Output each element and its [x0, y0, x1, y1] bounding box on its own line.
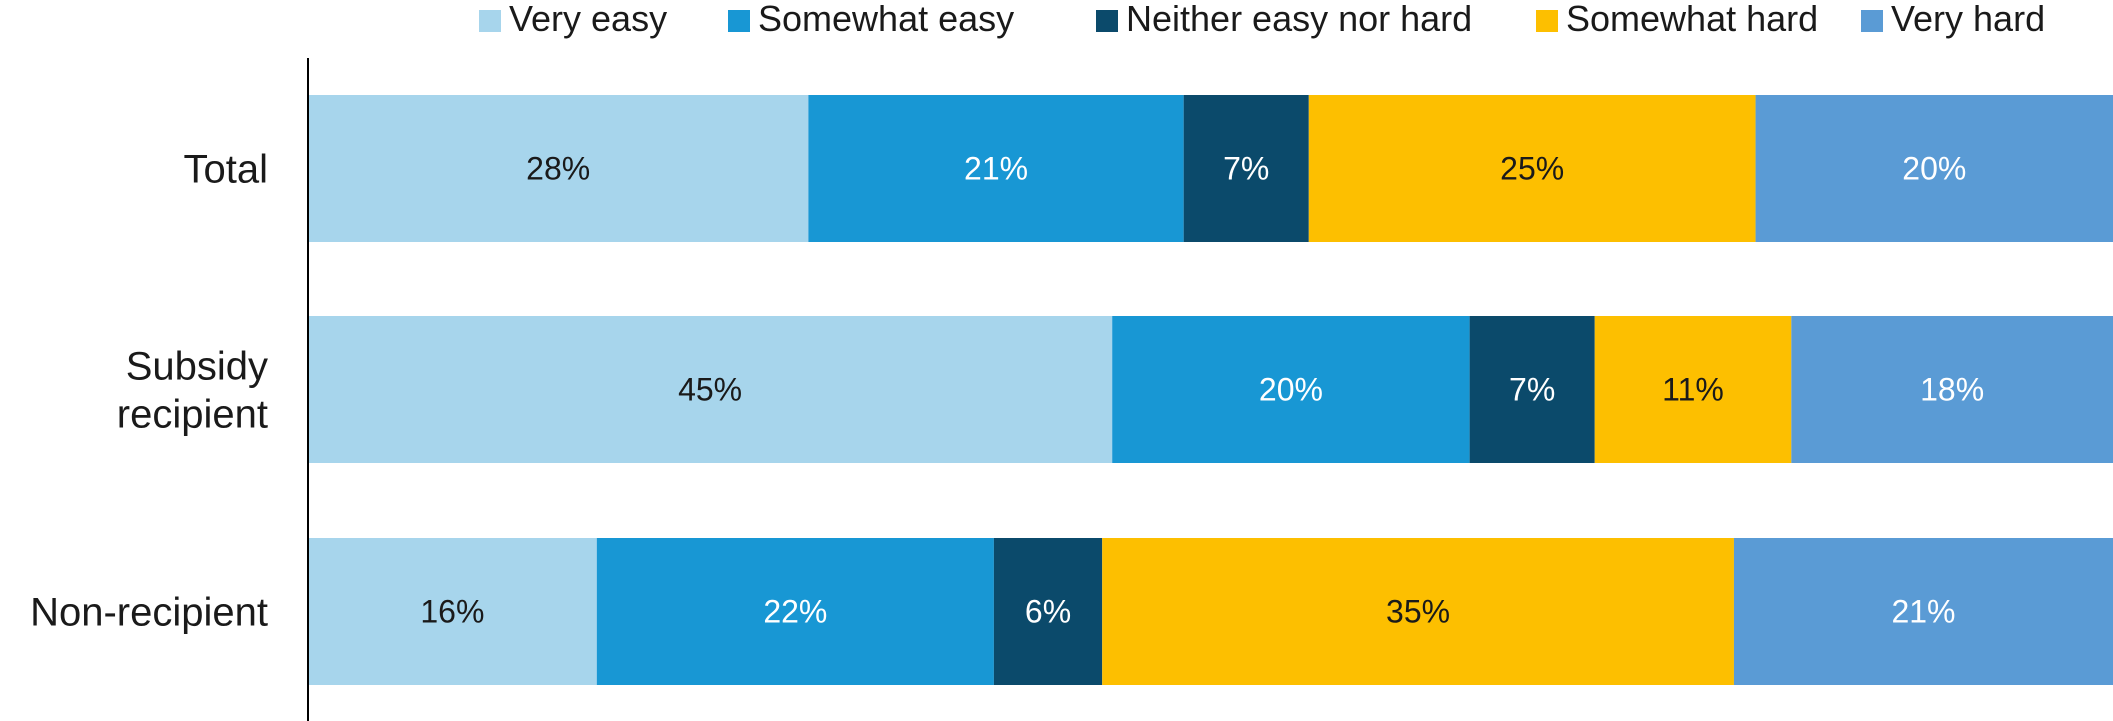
bar-subsidy-recipient-somewhat-hard: [1594, 316, 1792, 463]
data-label-non-recipient-very-easy: 16%: [420, 594, 484, 630]
bar-non-recipient-neither-easy-nor-hard: [993, 538, 1103, 685]
bar-total-somewhat-hard: [1308, 95, 1756, 242]
bar-total-neither-easy-nor-hard: [1183, 95, 1309, 242]
data-label-subsidy-recipient-neither-easy-nor-hard: 7%: [1509, 372, 1555, 408]
data-label-subsidy-recipient-somewhat-easy: 20%: [1259, 372, 1323, 408]
data-label-non-recipient-very-hard: 21%: [1891, 594, 1955, 630]
bar-non-recipient-somewhat-easy: [596, 538, 994, 685]
legend-label-very-easy: Very easy: [509, 0, 667, 39]
bar-subsidy-recipient-very-easy: [308, 316, 1113, 463]
data-label-non-recipient-neither-easy-nor-hard: 6%: [1025, 594, 1071, 630]
data-label-subsidy-recipient-very-hard: 18%: [1920, 372, 1984, 408]
legend-label-very-hard: Very hard: [1891, 0, 2045, 39]
category-label-subsidy-recipient: Subsidy recipient: [117, 345, 268, 437]
legend-swatch-somewhat-hard: [1536, 10, 1558, 32]
bar-non-recipient-very-easy: [308, 538, 597, 685]
bar-non-recipient-somewhat-hard: [1102, 538, 1734, 685]
data-label-total-very-easy: 28%: [526, 151, 590, 187]
bar-subsidy-recipient-somewhat-easy: [1112, 316, 1470, 463]
legend-swatch-neither-easy-nor-hard: [1096, 10, 1118, 32]
category-label-total: Total: [184, 148, 269, 192]
data-label-non-recipient-somewhat-hard: 35%: [1386, 594, 1450, 630]
bar-total-very-hard: [1755, 95, 2113, 242]
legend-label-neither-easy-nor-hard: Neither easy nor hard: [1126, 0, 1472, 39]
data-label-total-very-hard: 20%: [1902, 151, 1966, 187]
data-label-total-somewhat-hard: 25%: [1500, 151, 1564, 187]
bar-non-recipient-very-hard: [1733, 538, 2113, 685]
bar-total-somewhat-easy: [808, 95, 1184, 242]
data-label-total-neither-easy-nor-hard: 7%: [1223, 151, 1269, 187]
data-label-total-somewhat-easy: 21%: [964, 151, 1028, 187]
legend-label-somewhat-hard: Somewhat hard: [1566, 0, 1818, 39]
data-label-subsidy-recipient-somewhat-hard: 11%: [1662, 372, 1724, 408]
bar-total-very-easy: [308, 95, 809, 242]
plot-area: 28% 21% 7% 25% 20% 45% 20% 7% 11% 18% 16% 22% 6% 35% 2…: [308, 95, 2113, 685]
data-label-non-recipient-somewhat-easy: 22%: [763, 594, 827, 630]
legend-label-somewhat-easy: Somewhat easy: [758, 0, 1014, 39]
bar-subsidy-recipient-neither-easy-nor-hard: [1469, 316, 1595, 463]
legend-swatch-very-easy: [479, 10, 501, 32]
legend-swatch-very-hard: [1861, 10, 1883, 32]
bar-subsidy-recipient-very-hard: [1791, 316, 2113, 463]
legend-swatch-somewhat-easy: [728, 10, 750, 32]
category-axis-labels: Total Subsidy recipient Non-recipient: [30, 148, 268, 635]
data-label-subsidy-recipient-very-easy: 45%: [678, 372, 742, 408]
category-label-non-recipient: Non-recipient: [30, 591, 268, 635]
legend: Very easy Somewhat easy Neither easy nor h…: [479, 0, 2045, 39]
